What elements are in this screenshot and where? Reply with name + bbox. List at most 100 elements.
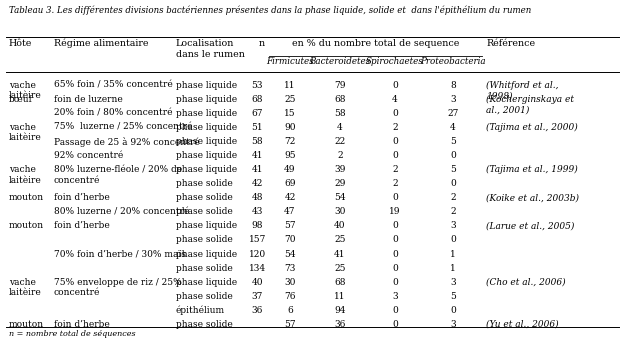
Text: 2: 2 [392, 165, 398, 174]
Text: phase liquide: phase liquide [176, 278, 237, 287]
Text: 90: 90 [284, 123, 296, 132]
Text: 76: 76 [284, 292, 296, 301]
Text: 25: 25 [284, 95, 296, 104]
Text: (Koike et al., 2003b): (Koike et al., 2003b) [486, 193, 579, 202]
Text: 98: 98 [251, 221, 263, 231]
Text: 75% enveloppe de riz / 25%
concentré: 75% enveloppe de riz / 25% concentré [54, 278, 181, 297]
Text: 3: 3 [392, 292, 398, 301]
Text: 0: 0 [392, 250, 398, 258]
Text: Tableau 3. Les différentes divisions bactériennes présentes dans la phase liquid: Tableau 3. Les différentes divisions bac… [9, 5, 531, 15]
Text: Spirochaetes: Spirochaetes [366, 57, 424, 66]
Text: 3: 3 [450, 278, 456, 287]
Text: 6: 6 [287, 306, 293, 315]
Text: 92% concentré: 92% concentré [54, 151, 123, 160]
Text: foin d’herbe: foin d’herbe [54, 221, 109, 231]
Text: phase solide: phase solide [176, 207, 232, 216]
Text: 79: 79 [334, 81, 346, 90]
Text: (Whitford et al.,
1998): (Whitford et al., 1998) [486, 81, 559, 100]
Text: 2: 2 [392, 179, 398, 188]
Text: phase solide: phase solide [176, 264, 232, 273]
Text: (Tajima et al., 1999): (Tajima et al., 1999) [486, 165, 578, 174]
Text: 0: 0 [392, 235, 398, 245]
Text: 0: 0 [392, 306, 398, 315]
Text: 2: 2 [338, 151, 342, 160]
Text: phase liquide: phase liquide [176, 165, 237, 174]
Text: 2: 2 [450, 207, 456, 216]
Text: 95: 95 [284, 151, 296, 160]
Text: 1: 1 [450, 250, 456, 258]
Text: 57: 57 [284, 320, 296, 329]
Text: 0: 0 [392, 264, 398, 273]
Text: phase solide: phase solide [176, 292, 232, 301]
Text: phase liquide: phase liquide [176, 151, 237, 160]
Text: 0: 0 [392, 81, 398, 90]
Text: Hôte: Hôte [9, 39, 32, 48]
Text: vache
laitèire: vache laitèire [9, 278, 41, 297]
Text: 4: 4 [337, 123, 343, 132]
Text: phase liquide: phase liquide [176, 81, 237, 90]
Text: 57: 57 [284, 221, 296, 231]
Text: 5: 5 [450, 165, 456, 174]
Text: 70: 70 [284, 235, 296, 245]
Text: vache
laitèire: vache laitèire [9, 165, 41, 185]
Text: Firmicutes: Firmicutes [266, 57, 314, 66]
Text: 42: 42 [251, 179, 263, 188]
Text: 58: 58 [251, 137, 263, 146]
Text: 58: 58 [334, 109, 346, 118]
Text: foin d’herbe: foin d’herbe [54, 320, 109, 329]
Text: 27: 27 [448, 109, 459, 118]
Text: 3: 3 [450, 95, 456, 104]
Text: 40: 40 [251, 278, 263, 287]
Text: 0: 0 [392, 221, 398, 231]
Text: vache
laitèire: vache laitèire [9, 123, 41, 142]
Text: en % du nombre total de sequence: en % du nombre total de sequence [292, 39, 459, 48]
Text: 1: 1 [450, 264, 456, 273]
Text: 0: 0 [450, 235, 456, 245]
Text: phase liquide: phase liquide [176, 109, 237, 118]
Text: (Cho et al., 2006): (Cho et al., 2006) [486, 278, 566, 287]
Text: 0: 0 [392, 151, 398, 160]
Text: (Tajima et al., 2000): (Tajima et al., 2000) [486, 123, 578, 132]
Text: 25: 25 [334, 235, 346, 245]
Text: 3: 3 [450, 320, 456, 329]
Text: 20% foin / 80% concentré: 20% foin / 80% concentré [54, 109, 172, 118]
Text: foin d’herbe: foin d’herbe [54, 193, 109, 202]
Text: 5: 5 [450, 137, 456, 146]
Text: (Yu et al., 2006): (Yu et al., 2006) [486, 320, 559, 329]
Text: phase liquide: phase liquide [176, 221, 237, 231]
Text: 43: 43 [251, 207, 263, 216]
Text: foin de luzerne: foin de luzerne [54, 95, 122, 104]
Text: 70% foin d’herbe / 30% maïs: 70% foin d’herbe / 30% maïs [54, 250, 186, 258]
Text: 120: 120 [249, 250, 266, 258]
Text: 0: 0 [392, 320, 398, 329]
Text: phase solide: phase solide [176, 193, 232, 202]
Text: mouton: mouton [9, 221, 44, 231]
Text: 54: 54 [284, 250, 296, 258]
Text: n: n [259, 39, 265, 48]
Text: Bacteroidetes: Bacteroidetes [309, 57, 371, 66]
Text: 73: 73 [284, 264, 296, 273]
Text: 0: 0 [450, 179, 456, 188]
Text: 4: 4 [450, 123, 456, 132]
Text: 80% luzerne / 20% concentré: 80% luzerne / 20% concentré [54, 207, 189, 216]
Text: phase liquide: phase liquide [176, 137, 237, 146]
Text: phase solide: phase solide [176, 179, 232, 188]
Text: 0: 0 [450, 306, 456, 315]
Text: 0: 0 [450, 151, 456, 160]
Text: 30: 30 [284, 278, 296, 287]
Text: 69: 69 [284, 179, 296, 188]
Text: épithélium: épithélium [176, 306, 225, 315]
Text: 3: 3 [450, 221, 456, 231]
Text: 41: 41 [251, 165, 263, 174]
Text: 42: 42 [284, 193, 296, 202]
Text: 67: 67 [251, 109, 263, 118]
Text: 53: 53 [251, 81, 263, 90]
Text: 94: 94 [334, 306, 346, 315]
Text: phase solide: phase solide [176, 320, 232, 329]
Text: Passage de 25 à 92% concentré: Passage de 25 à 92% concentré [54, 137, 199, 147]
Text: 51: 51 [251, 123, 263, 132]
Text: 68: 68 [334, 278, 346, 287]
Text: 29: 29 [334, 179, 346, 188]
Text: 72: 72 [284, 137, 296, 146]
Text: bœuf: bœuf [9, 95, 32, 104]
